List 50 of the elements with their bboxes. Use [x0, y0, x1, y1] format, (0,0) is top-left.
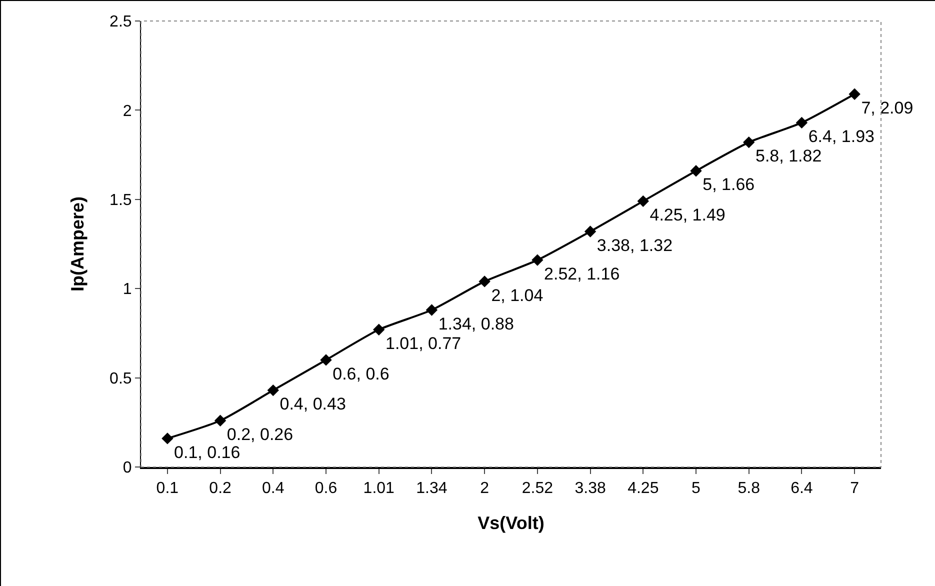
y-tick-label: 0.5	[110, 370, 132, 388]
data-label: 3.38, 1.32	[596, 236, 673, 255]
point	[478, 276, 490, 288]
point	[584, 226, 596, 238]
data-label: 5, 1.66	[702, 175, 755, 194]
data-label: 1.01, 0.77	[385, 334, 462, 354]
point	[848, 88, 860, 100]
x-tick-label: 0.2	[209, 480, 232, 498]
y-tick-label: 2	[122, 102, 132, 120]
x-tick-label: 1.34	[416, 480, 448, 498]
point	[637, 195, 649, 208]
y-tick-label: 0	[122, 460, 132, 477]
point	[532, 254, 544, 266]
data-label: 0.4, 0.43	[280, 394, 346, 414]
data-label: 1.34, 0.88	[438, 314, 514, 334]
x-tick-label: 0.6	[314, 480, 338, 498]
x-tick-label: 6.4	[790, 480, 813, 498]
y-tick-label: 1	[122, 281, 132, 298]
point	[743, 136, 755, 148]
data-label: 0.6, 0.6	[332, 364, 390, 384]
data-label: 7, 2.09	[861, 98, 914, 118]
x-tick-label: 4.25	[628, 480, 659, 498]
data-label: 4.25, 1.49	[650, 206, 726, 225]
x-tick-label: 1.01	[363, 480, 395, 498]
point	[214, 414, 226, 426]
x-tick-label: 5.8	[738, 480, 760, 498]
data-label: 0.2, 0.26	[226, 424, 294, 444]
data-label: 0.1, 0.16	[174, 442, 240, 462]
y-axis-title: Ip(Ampere)	[68, 196, 88, 292]
data-label: 6.4, 1.93	[808, 127, 875, 146]
point	[373, 324, 385, 336]
x-tick-label: 5	[692, 480, 701, 498]
x-axis-title: Vs(Volt)	[478, 512, 544, 533]
x-tick-label: 3.38	[574, 480, 606, 498]
point	[162, 432, 174, 444]
point	[320, 354, 332, 366]
point	[426, 304, 438, 316]
point	[690, 165, 702, 177]
y-tick-label: 2.5	[110, 14, 132, 31]
data-label: 5.8, 1.82	[755, 146, 822, 166]
y-tick-label: 1.5	[110, 192, 132, 209]
x-tick-label: 7	[850, 480, 860, 498]
data-label: 2.52, 1.16	[544, 264, 620, 284]
x-tick-label: 2.52	[522, 480, 554, 498]
point	[267, 384, 279, 396]
data-label: 2, 1.04	[491, 286, 544, 305]
x-tick-label: 0.1	[156, 480, 179, 498]
x-tick-label: 0.4	[262, 480, 284, 498]
point	[796, 116, 808, 129]
x-tick-label: 2	[480, 480, 490, 498]
